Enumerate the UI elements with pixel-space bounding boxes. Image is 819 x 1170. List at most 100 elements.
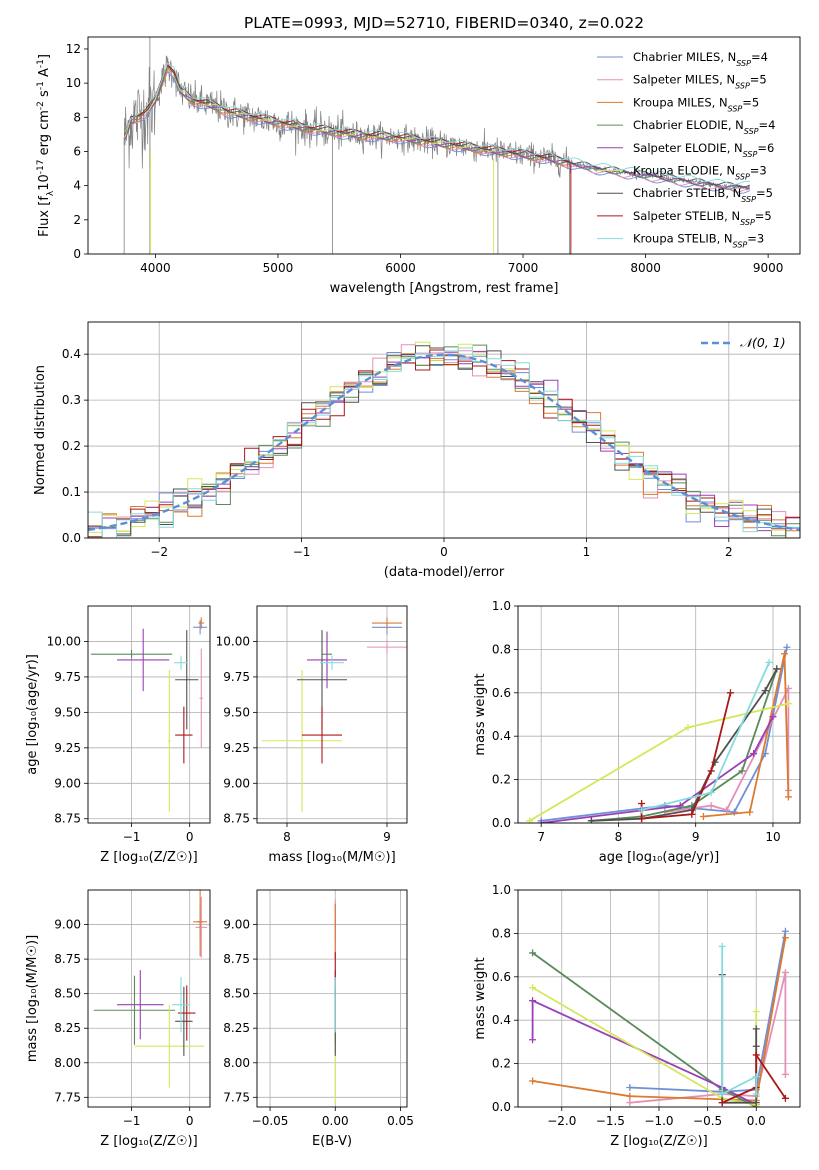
x-tick-label: −1.0: [644, 1114, 673, 1128]
x-axis-label: mass [log₁₀(M/M☉)]: [268, 850, 395, 865]
plot-area: [123, 37, 750, 254]
weight-series: [721, 974, 758, 1104]
legend-label: Kroupa ELODIE, NSSP=3: [633, 164, 767, 182]
y-label-part: Flux [f: [37, 196, 52, 237]
weight-marker: [730, 808, 738, 816]
y-tick-label: 7.75: [54, 1090, 81, 1104]
legend-n: =5: [755, 209, 772, 223]
plot-area: [90, 617, 208, 812]
residuals-panel: −2 −1 0 1 2 0.0 0.1 0.2 0.3 0.4 (data-model)/error…: [33, 321, 801, 580]
y-tick-label: 10.00: [216, 634, 250, 648]
mass-vs-extinction-panel: −0.05 0.00 0.05 7.75 8.00 8.25 8.50 8.75 9.00 E(B…: [223, 889, 414, 1149]
y-tick-label: 8.75: [223, 812, 250, 826]
y-axis-label: age [log₁₀(age/yr)]: [25, 654, 40, 775]
weight-series: [541, 647, 788, 822]
weight-marker: [526, 817, 534, 823]
y-tick-label: 0.1: [62, 485, 81, 499]
weight-marker: [529, 984, 537, 992]
y-tick-label: 8.25: [54, 1021, 81, 1035]
legend-sub: SSP: [735, 172, 750, 181]
y-tick-label: 9.00: [223, 918, 250, 932]
weight-marker: [723, 806, 731, 814]
age-vs-mass-panel: 8 9 8.75 9.00 9.25 9.50 9.75 10.00 mass [log₁₀(M…: [216, 605, 408, 865]
weight-marker: [752, 1090, 760, 1098]
legend-n: =3: [750, 164, 767, 178]
y-tick-label: 0.4: [62, 347, 81, 361]
y-tick-label: 0: [73, 247, 81, 261]
y-tick-label: 1.0: [492, 599, 511, 613]
y-tick-label: 0.4: [492, 729, 511, 743]
legend-label: Kroupa STELIB, NSSP=3: [633, 232, 764, 250]
y-label-part: λ: [46, 190, 56, 196]
weight-marker: [765, 658, 773, 666]
y-tick-label: 8: [73, 110, 81, 124]
x-axis-label: Z [log₁₀(Z/Z☉)]: [610, 1134, 707, 1149]
y-tick-label: 9.25: [223, 741, 250, 755]
x-tick-label: 8: [615, 830, 623, 844]
y-label-part: ]: [37, 54, 52, 59]
weight-marker: [784, 700, 792, 708]
x-axis-label: Z [log₁₀(Z/Z☉)]: [100, 850, 197, 865]
y-tick-label: 7.75: [223, 1090, 250, 1104]
weight-marker: [707, 767, 715, 775]
weight-series: [591, 668, 778, 822]
x-tick-label: −1: [293, 545, 311, 559]
weight-marker: [707, 789, 715, 797]
legend-n: =5: [756, 186, 773, 200]
legend-sub: SSP: [741, 195, 756, 204]
weight-marker: [752, 1008, 760, 1016]
x-tick-label: 4000: [140, 261, 171, 275]
legend-n: =4: [759, 118, 776, 132]
legend-label: Chabrier MILES, NSSP=4: [633, 50, 768, 68]
weight-marker: [750, 750, 758, 758]
weight-marker: [529, 949, 537, 957]
weight-marker: [529, 1036, 537, 1044]
y-label-part: -1: [36, 81, 46, 90]
axes-frame: [87, 36, 801, 255]
weight-marker: [626, 1099, 634, 1107]
y-tick-label: 8.25: [223, 1021, 250, 1035]
legend-label: Chabrier ELODIE, NSSP=4: [633, 118, 775, 136]
legend-sub: SSP: [728, 104, 743, 113]
legend-name: Chabrier MILES, N: [633, 50, 736, 64]
y-tick-label: 10.00: [47, 634, 81, 648]
legend-name: Kroupa MILES, N: [633, 95, 728, 109]
mass-vs-metallicity-panel: −1 0 7.75 8.00 8.25 8.50 8.75 9.00 Z [log₁₀(Z/Z☉…: [25, 889, 211, 1149]
y-label-part: A: [37, 68, 52, 81]
y-tick-label: 0.6: [492, 970, 511, 984]
weight-marker: [638, 799, 646, 807]
weight-marker: [752, 1042, 760, 1050]
y-tick-label: 8.75: [54, 812, 81, 826]
weight-marker: [738, 767, 746, 775]
normal-curve: [88, 353, 800, 532]
weight-marker: [752, 1051, 760, 1059]
y-tick-label: 0.8: [492, 642, 511, 656]
y-tick-label: 9.50: [223, 705, 250, 719]
y-axis-label: Flux [fλ10-17 erg cm-2 s-1 A-1]: [36, 54, 56, 237]
plot-area: [526, 643, 792, 823]
legend-n: =5: [742, 95, 759, 109]
x-tick-label: 7000: [508, 261, 539, 275]
x-tick-label: 0: [186, 830, 194, 844]
y-tick-label: 9.50: [54, 705, 81, 719]
y-tick-label: 1.0: [492, 883, 511, 897]
legend-label: Chabrier STELIB, NSSP=5: [633, 186, 773, 204]
x-tick-label: 0: [440, 545, 448, 559]
y-tick-label: 0.2: [492, 1057, 511, 1071]
y-tick-label: 8.75: [54, 952, 81, 966]
legend-name: Salpeter ELODIE, N: [633, 141, 743, 155]
weight-marker: [676, 802, 684, 810]
age-vs-metallicity-panel: −1 0 8.75 9.00 9.25 9.50 9.75 10.00 Z [log₁₀(Z/Z…: [25, 605, 211, 865]
legend-sub: SSP: [740, 217, 755, 226]
weight-marker: [781, 927, 789, 935]
x-tick-label: 0.05: [387, 1114, 414, 1128]
x-tick-label: 7: [537, 830, 545, 844]
plot-area: [93, 890, 208, 1088]
model-spectrum: [124, 64, 750, 188]
weight-marker: [769, 713, 777, 721]
x-tick-label: 9000: [753, 261, 784, 275]
legend-label: Salpeter STELIB, NSSP=5: [633, 209, 772, 227]
weight-marker: [529, 1077, 537, 1085]
y-tick-label: 12: [66, 42, 81, 56]
x-tick-label: 6000: [385, 261, 416, 275]
